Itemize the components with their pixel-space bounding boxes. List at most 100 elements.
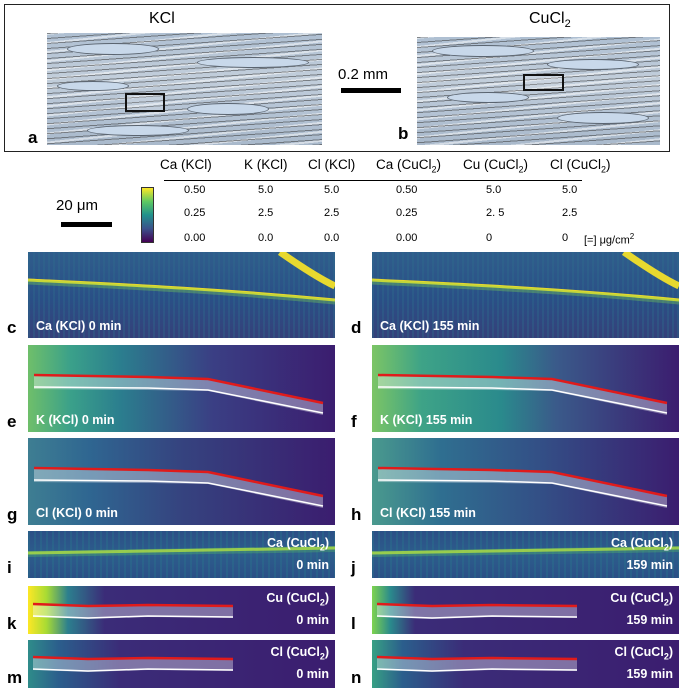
cucl2-micrograph	[417, 37, 660, 145]
table-cell: 2. 5	[486, 207, 505, 219]
map-overlay-j	[372, 546, 679, 557]
map-label: Cl (KCl) 0 min	[36, 506, 118, 520]
panel-letter-k: k	[7, 614, 17, 633]
panel-letter-l: l	[351, 614, 356, 633]
panel-letter-g: g	[7, 505, 18, 524]
table-cell: 2.5	[324, 207, 340, 219]
ca-wall-line	[28, 546, 335, 555]
white-band	[378, 375, 667, 415]
white-band	[33, 604, 233, 619]
map-panel-h: Cl (KCl) 155 min	[372, 438, 679, 525]
kcl-title: KCl	[149, 10, 175, 27]
panel-letter-a: a	[28, 128, 38, 147]
map-label: K (KCl) 0 min	[36, 413, 115, 427]
map-panel-g: Cl (KCl) 0 min	[28, 438, 335, 525]
table-header-4: Cu (CuCl2)	[463, 157, 529, 175]
table-cell: 0	[486, 232, 493, 244]
ca-wall-glow	[28, 546, 335, 557]
map-overlay-g	[33, 466, 324, 508]
white-band	[33, 657, 233, 672]
panel-letter-i: i	[7, 558, 12, 577]
table-cell: 0.00	[184, 232, 206, 244]
white-trace	[377, 386, 668, 414]
scale-bar-mm	[341, 88, 401, 93]
cucl2-roi-box	[523, 74, 564, 91]
map-label: Ca (KCl) 155 min	[380, 319, 480, 333]
ca-vessel-arc	[277, 252, 335, 290]
scale-label-mm: 0.2 mm	[338, 66, 389, 83]
table-cell: 0.50	[184, 184, 206, 196]
table-cell: 0.0	[324, 232, 340, 244]
map-label: Ca (CuCl2) 159 min	[611, 536, 673, 572]
red-trace	[33, 466, 324, 498]
table-cell: 5.0	[324, 184, 340, 196]
map-panel-f: K (KCl) 155 min	[372, 345, 679, 432]
red-trace	[33, 373, 324, 405]
table-cell: 0	[562, 232, 569, 244]
red-trace	[376, 602, 578, 608]
panel-letter-h: h	[351, 505, 362, 524]
red-trace	[376, 655, 578, 661]
map-overlay-i	[28, 546, 335, 557]
map-overlay-d	[372, 252, 679, 305]
white-trace	[377, 479, 668, 507]
map-panel-n: Cl (CuCl2) 159 min	[372, 640, 679, 688]
unit-label: [=] μg/cm2	[584, 232, 635, 247]
map-label: Ca (KCl) 0 min	[36, 319, 122, 333]
white-band	[378, 468, 667, 508]
red-trace	[32, 655, 234, 661]
table-cell: 5.0	[562, 184, 578, 196]
table-header-3: Ca (CuCl2)	[376, 157, 442, 175]
map-overlay-f	[377, 373, 668, 415]
panel-letter-b: b	[398, 124, 409, 143]
white-trace	[376, 615, 578, 619]
ca-wall-glow	[372, 546, 679, 557]
map-panel-c: Ca (KCl) 0 min	[28, 252, 335, 338]
panel-letter-f: f	[351, 412, 357, 431]
table-cell: 2.5	[562, 207, 578, 219]
white-trace	[33, 479, 324, 507]
kcl-roi-box	[125, 93, 165, 112]
white-band	[377, 604, 577, 619]
panel-letter-j: j	[351, 558, 356, 577]
table-cell: 0.25	[396, 207, 418, 219]
ca-wall-line	[372, 546, 679, 555]
map-overlay-c	[28, 252, 335, 305]
table-cell: 0.25	[184, 207, 206, 219]
red-trace	[32, 602, 234, 608]
map-overlay-m	[32, 655, 234, 672]
table-cell: 5.0	[486, 184, 502, 196]
map-overlay-k	[32, 602, 234, 619]
red-trace	[377, 373, 668, 405]
white-band	[377, 657, 577, 672]
red-trace	[377, 466, 668, 498]
table-rule	[164, 180, 582, 181]
ca-wall-glow	[372, 279, 679, 305]
map-panel-l: Cu (CuCl2) 159 min	[372, 586, 679, 634]
panel-letter-d: d	[351, 318, 362, 337]
map-label: Cl (CuCl2) 0 min	[270, 645, 330, 681]
map-panel-i: Ca (CuCl2) 0 min	[28, 531, 335, 578]
panel-letter-m: m	[7, 668, 23, 687]
microscopy-frame	[4, 4, 670, 152]
table-cell: 0.0	[258, 232, 274, 244]
scale-label-um: 20 μm	[56, 197, 98, 214]
map-overlay-e	[33, 373, 324, 415]
panel-letter-c: c	[7, 318, 17, 337]
ca-wall-line	[372, 278, 679, 302]
map-label: Cl (CuCl2) 159 min	[614, 645, 674, 681]
white-trace	[33, 386, 324, 414]
map-label: K (KCl) 155 min	[380, 413, 473, 427]
map-label: Cu (CuCl2) 159 min	[610, 591, 673, 627]
map-label: Cu (CuCl2) 0 min	[266, 591, 329, 627]
ca-vessel-arc	[621, 252, 679, 290]
map-panel-k: Cu (CuCl2) 0 min	[28, 586, 335, 634]
ca-wall-glow	[28, 279, 335, 305]
map-overlay-h	[377, 466, 668, 508]
kcl-micrograph	[47, 33, 322, 145]
table-cell: 0.50	[396, 184, 418, 196]
map-label: Cl (KCl) 155 min	[380, 506, 476, 520]
table-cell: 5.0	[258, 184, 274, 196]
map-overlay-l	[376, 602, 578, 619]
table-header-0: Ca (KCl)	[160, 157, 212, 172]
